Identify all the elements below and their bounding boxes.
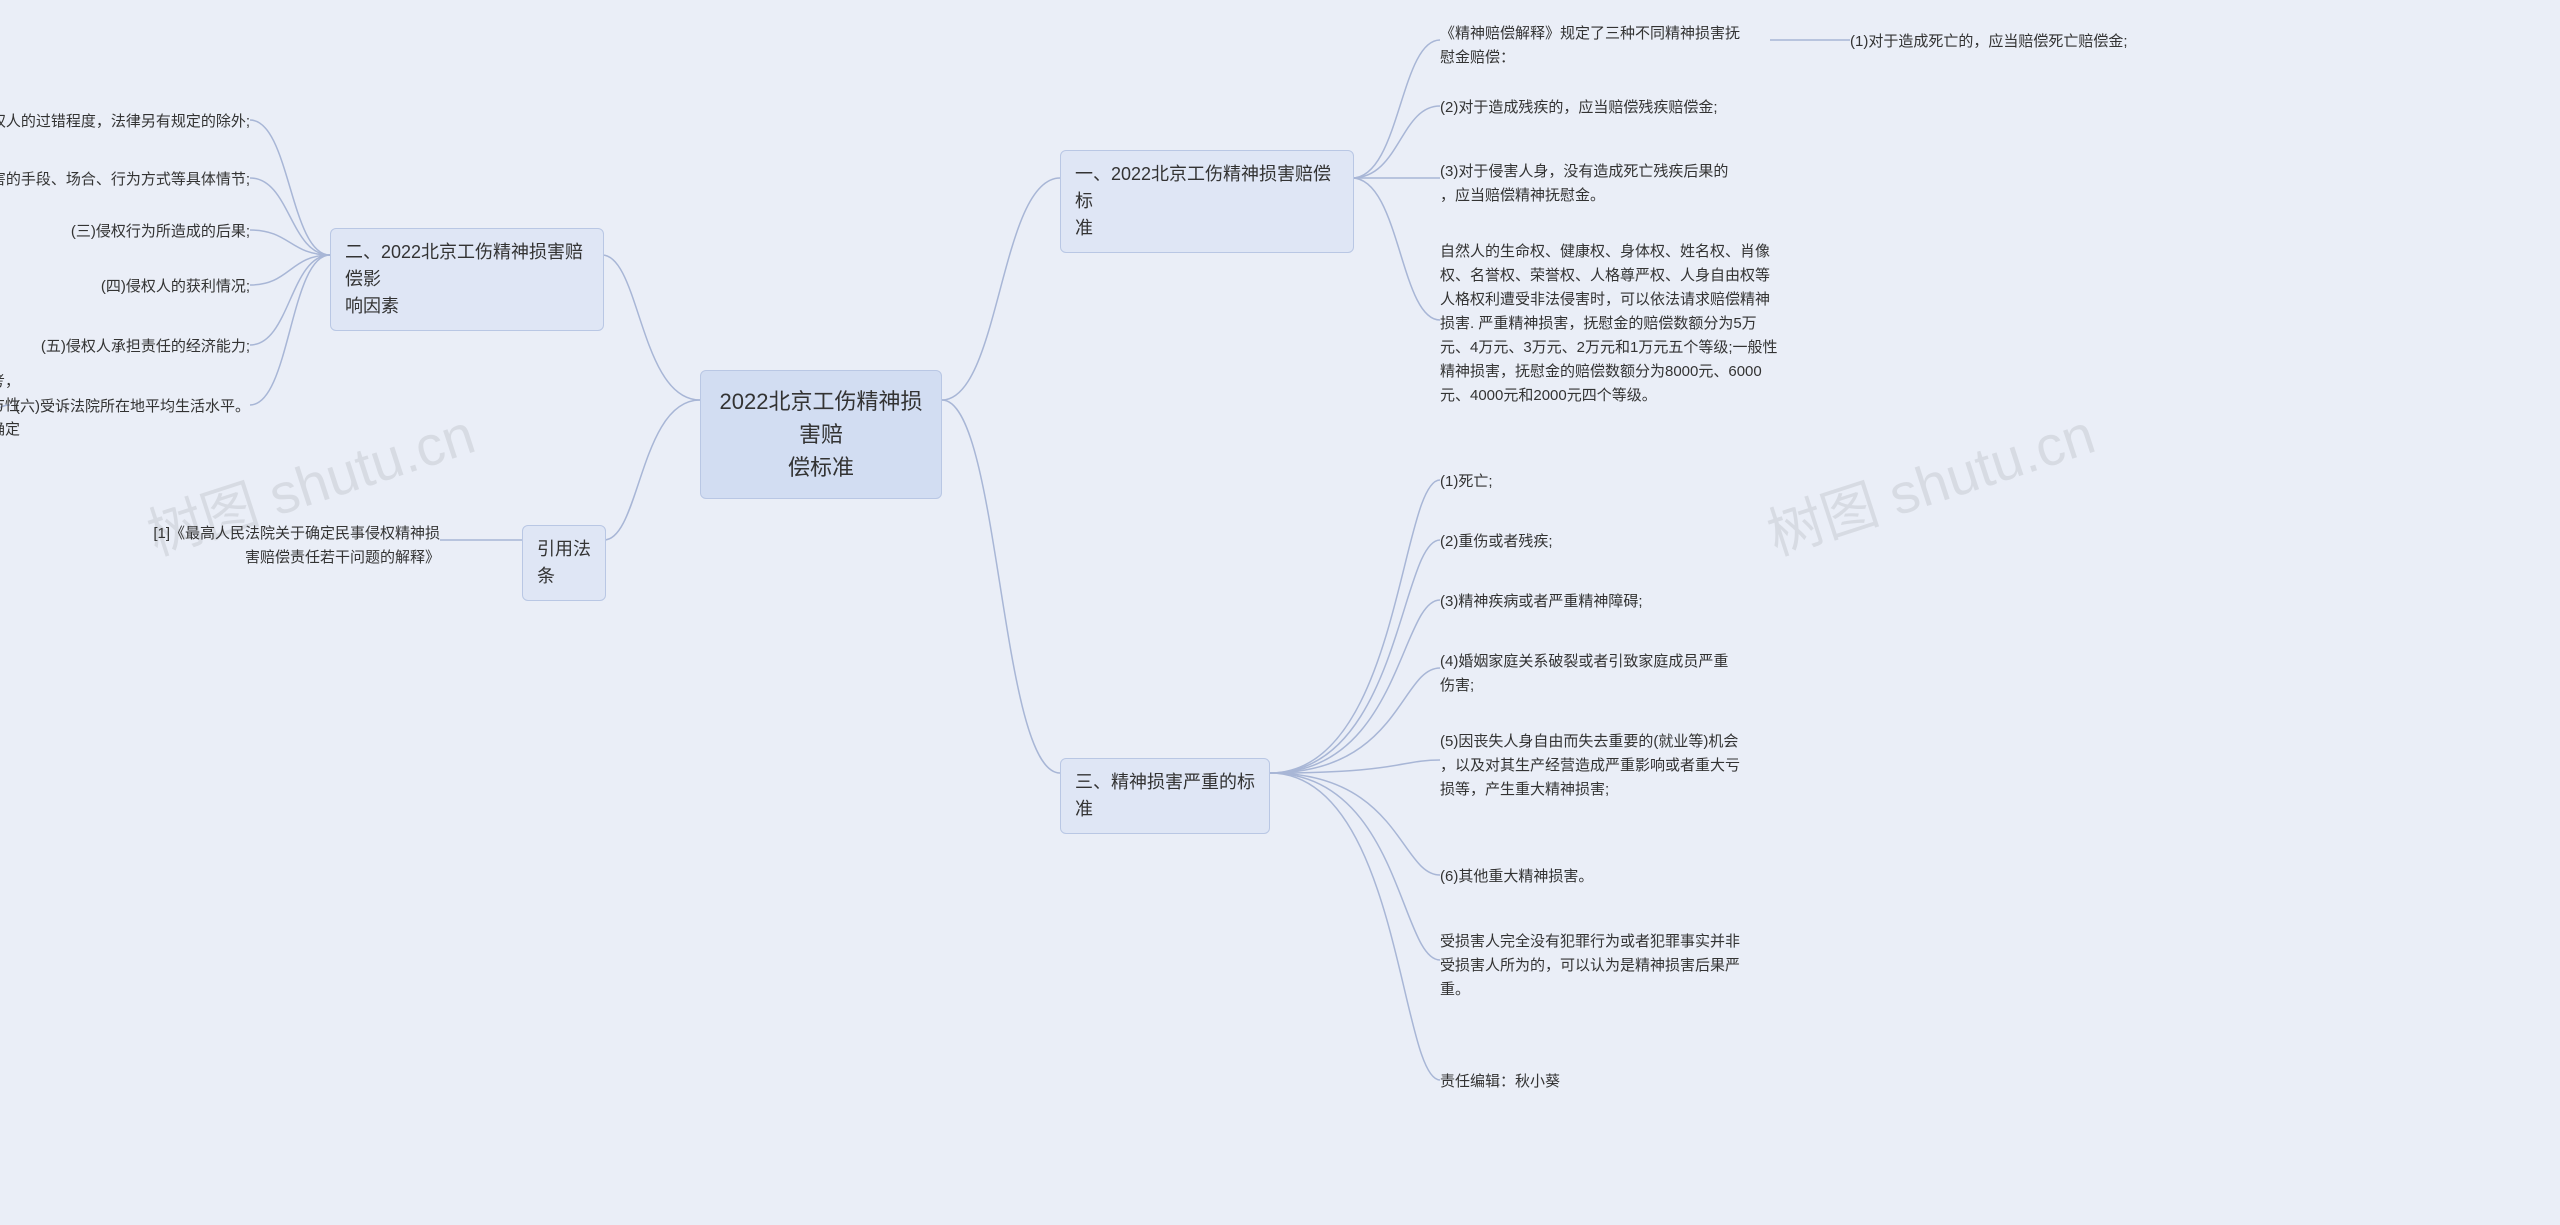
leaf-t4: (4)婚姻家庭关系破裂或者引致家庭成员严重伤害; xyxy=(1440,650,1770,698)
branch-two: 二、2022北京工伤精神损害赔偿影 响因素 xyxy=(330,228,604,331)
leaf-r1: 《精神赔偿解释》规定了三种不同精神损害抚慰金赔偿： xyxy=(1440,22,1770,70)
leaf-t8: 责任编辑：秋小葵 xyxy=(1440,1070,1560,1094)
branch-one-l2: 准 xyxy=(1075,215,1339,242)
branch-two-l2: 响因素 xyxy=(345,293,589,320)
branch-one: 一、2022北京工伤精神损害赔偿标 准 xyxy=(1060,150,1354,253)
leaf-t1: (1)死亡; xyxy=(1440,470,1493,494)
leaf-r1a: (1)对于造成死亡的，应当赔偿死亡赔偿金; xyxy=(1850,30,2180,54)
branch-two-l1: 二、2022北京工伤精神损害赔偿影 xyxy=(345,239,589,293)
leaf-t6: (6)其他重大精神损害。 xyxy=(1440,865,1593,889)
leaf-r2: (2)对于造成残疾的，应当赔偿残疾赔偿金; xyxy=(1440,96,1770,120)
branch-three: 三、精神损害严重的标准 xyxy=(1060,758,1270,834)
root-line1: 2022北京工伤精神损害赔 xyxy=(719,385,923,451)
leaf-t5: (5)因丧失人身自由而失去重要的(就业等)机会，以及对其生产经营造成严重影响或者… xyxy=(1440,730,1780,802)
leaf-l2: (二)侵害的手段、场合、行为方式等具体情节; xyxy=(0,168,250,192)
leaf-l6: (六)受诉法院所在地平均生活水平。 xyxy=(0,395,250,419)
root-line2: 偿标准 xyxy=(719,451,923,484)
leaf-r3: (3)对于侵害人身，没有造成死亡残疾后果的，应当赔偿精神抚慰金。 xyxy=(1440,160,1770,208)
leaf-l1: (一)侵权人的过错程度，法律另有规定的除外; xyxy=(0,110,250,134)
branch-four: 引用法条 xyxy=(522,525,606,601)
leaf-l6ext: 实际操作中，目前还没有一个明确的标准供参考，因为各个地区，当事人的经济状况及相关… xyxy=(0,370,20,466)
leaf-l5: (五)侵权人承担责任的经济能力; xyxy=(0,335,250,359)
watermark-2: 树图 shutu.cn xyxy=(1756,390,2104,572)
leaf-r4: 自然人的生命权、健康权、身体权、姓名权、肖像权、名誉权、荣誉权、人格尊严权、人身… xyxy=(1440,240,1780,408)
leaf-l4: (四)侵权人的获利情况; xyxy=(0,275,250,299)
leaf-l3: (三)侵权行为所造成的后果; xyxy=(0,220,250,244)
root-node: 2022北京工伤精神损害赔 偿标准 xyxy=(700,370,942,499)
leaf-t2: (2)重伤或者残疾; xyxy=(1440,530,1553,554)
branch-one-l1: 一、2022北京工伤精神损害赔偿标 xyxy=(1075,161,1339,215)
leaf-t7: 受损害人完全没有犯罪行为或者犯罪事实并非受损害人所为的，可以认为是精神损害后果严… xyxy=(1440,930,1770,1002)
leaf-cite: [1]《最高人民法院关于确定民事侵权精神损害赔偿责任若干问题的解释》 xyxy=(120,522,440,570)
leaf-t3: (3)精神疾病或者严重精神障碍; xyxy=(1440,590,1643,614)
